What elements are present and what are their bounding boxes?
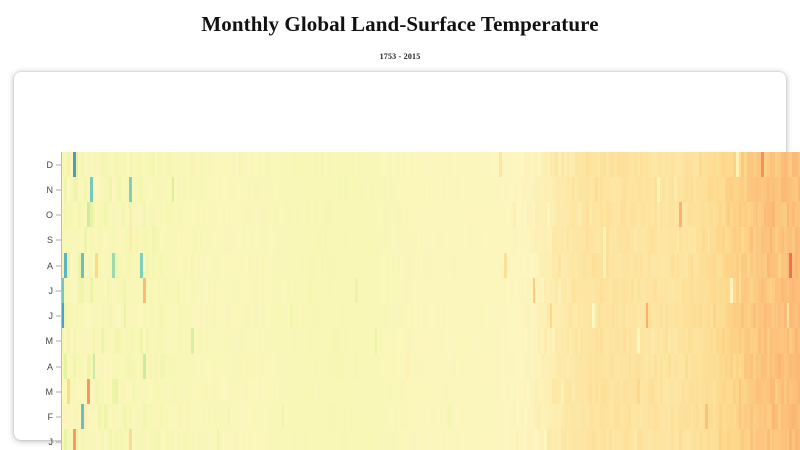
y-tick-label-february: F: [47, 412, 54, 423]
y-tick-label-january: J: [48, 437, 54, 448]
y-tick-label-october: O: [45, 210, 53, 221]
y-tick-label-november: N: [46, 184, 54, 195]
heatmap-plot-area[interactable]: [62, 152, 800, 450]
y-axis-line: [61, 152, 62, 450]
y-tick-mark: [56, 239, 61, 241]
y-tick-mark: [56, 340, 61, 342]
y-tick-mark: [56, 391, 61, 393]
y-tick-label-december: D: [46, 159, 54, 170]
y-tick-label-april: A: [46, 361, 53, 372]
y-tick-mark: [56, 315, 61, 317]
y-tick-label-may: M: [45, 336, 54, 347]
page-title: Monthly Global Land-Surface Temperature: [201, 12, 599, 36]
y-tick-label-june: J: [48, 311, 54, 322]
y-tick-label-july: J: [48, 285, 54, 296]
y-tick-mark: [56, 265, 61, 267]
y-tick-mark: [56, 441, 61, 443]
y-tick-label-march: M: [45, 386, 54, 397]
page-subtitle: 1753 - 2015: [379, 52, 421, 61]
y-axis: D N O S A J J M A M F J: [14, 152, 62, 450]
y-tick-mark: [56, 416, 61, 418]
y-tick-mark: [56, 290, 61, 292]
y-tick-label-september: S: [46, 235, 53, 246]
y-tick-label-august: A: [46, 260, 53, 271]
y-tick-mark: [56, 164, 61, 166]
y-tick-mark: [56, 366, 61, 368]
heatmap-canvas[interactable]: [62, 152, 800, 450]
y-tick-mark: [56, 189, 61, 191]
y-tick-mark: [56, 214, 61, 216]
